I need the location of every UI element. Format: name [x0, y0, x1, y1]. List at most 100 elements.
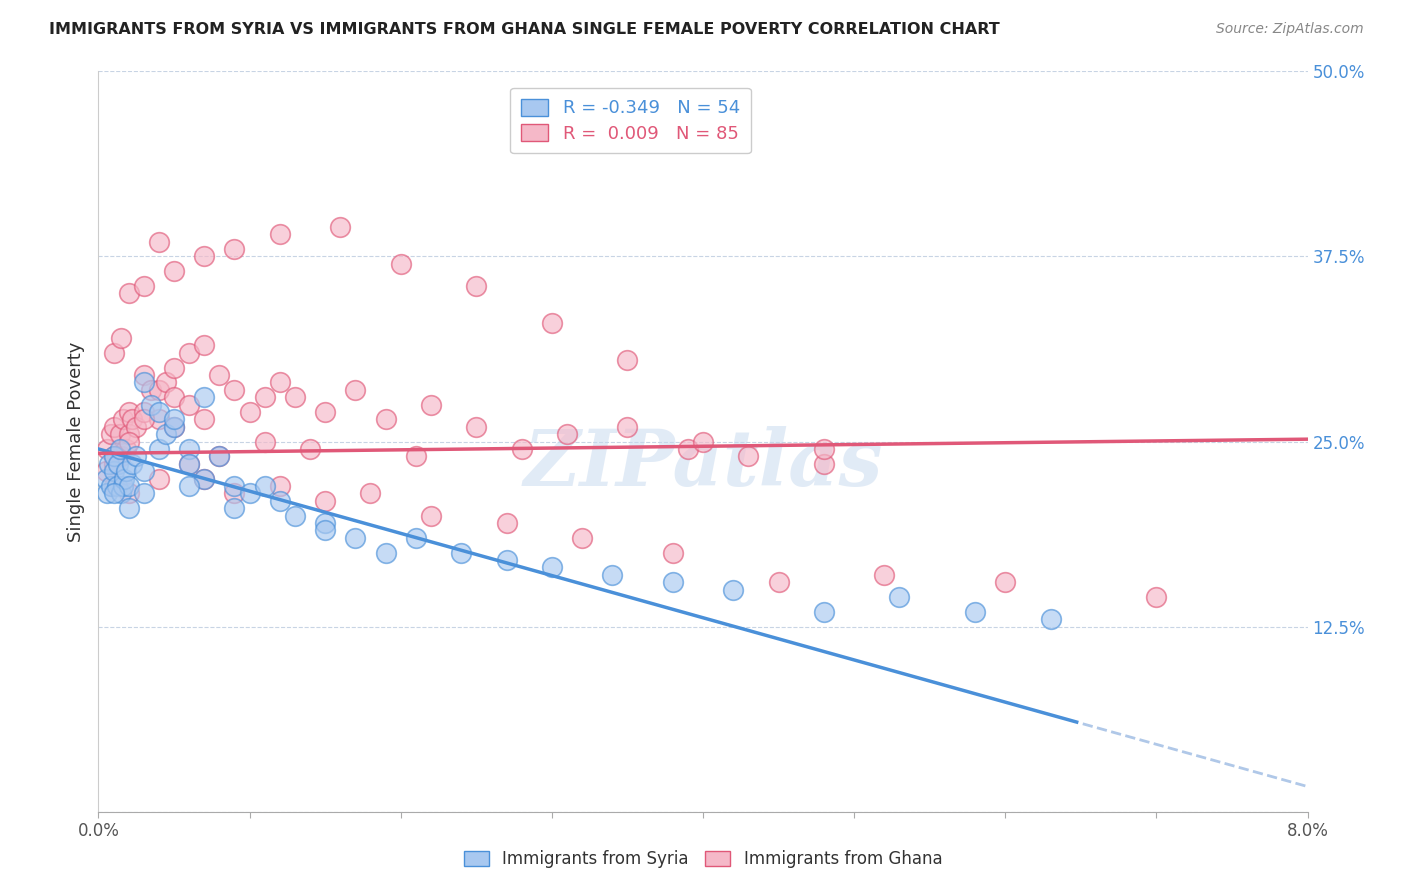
Point [616, 419, 638, 434]
Point [555, 427, 578, 442]
Point [114, 442, 136, 456]
Point [111, 479, 134, 493]
Point [329, 219, 352, 234]
Point [239, 486, 262, 500]
Point [269, 376, 291, 390]
Point [163, 419, 186, 434]
Point [193, 338, 215, 352]
Point [163, 419, 186, 434]
Point [661, 575, 683, 590]
Point [965, 605, 987, 619]
Point [94, 464, 117, 478]
Point [193, 250, 215, 264]
Point [768, 575, 790, 590]
Point [208, 450, 231, 464]
Point [110, 450, 132, 464]
Point [994, 575, 1017, 590]
Point [193, 471, 215, 485]
Point [163, 390, 186, 404]
Point [105, 479, 128, 493]
Point [107, 457, 129, 471]
Point [314, 405, 336, 419]
Point [692, 434, 714, 449]
Point [540, 560, 562, 574]
Point [118, 427, 141, 442]
Point [103, 479, 125, 493]
Point [118, 434, 141, 449]
Point [103, 419, 125, 434]
Point [253, 479, 276, 493]
Text: IMMIGRANTS FROM SYRIA VS IMMIGRANTS FROM GHANA SINGLE FEMALE POVERTY CORRELATION: IMMIGRANTS FROM SYRIA VS IMMIGRANTS FROM… [49, 22, 1000, 37]
Point [103, 486, 125, 500]
Point [141, 383, 163, 397]
Point [163, 264, 186, 278]
Point [132, 405, 155, 419]
Legend: Immigrants from Syria, Immigrants from Ghana: Immigrants from Syria, Immigrants from G… [457, 844, 949, 875]
Point [148, 412, 170, 426]
Point [405, 450, 427, 464]
Point [450, 546, 472, 560]
Point [374, 546, 396, 560]
Point [224, 486, 246, 500]
Point [105, 450, 128, 464]
Point [118, 286, 141, 301]
Point [132, 376, 155, 390]
Point [224, 383, 246, 397]
Point [155, 427, 177, 442]
Point [118, 405, 141, 419]
Point [616, 353, 638, 368]
Point [94, 471, 117, 485]
Point [98, 457, 121, 471]
Point [125, 419, 148, 434]
Point [495, 553, 517, 567]
Point [344, 383, 367, 397]
Point [103, 450, 125, 464]
Point [602, 567, 624, 582]
Point [269, 227, 291, 242]
Point [253, 434, 276, 449]
Point [108, 442, 131, 456]
Point [344, 531, 367, 545]
Point [269, 493, 291, 508]
Point [155, 376, 177, 390]
Point [193, 390, 215, 404]
Point [269, 479, 291, 493]
Point [813, 605, 835, 619]
Point [179, 457, 201, 471]
Point [224, 501, 246, 516]
Text: ZIPatlas: ZIPatlas [523, 425, 883, 502]
Point [495, 516, 517, 530]
Legend: R = -0.349   N = 54, R =  0.009   N = 85: R = -0.349 N = 54, R = 0.009 N = 85 [510, 87, 751, 153]
Text: Source: ZipAtlas.com: Source: ZipAtlas.com [1216, 22, 1364, 37]
Point [314, 516, 336, 530]
Point [118, 479, 141, 493]
Point [110, 486, 132, 500]
Point [224, 479, 246, 493]
Point [253, 390, 276, 404]
Point [737, 450, 759, 464]
Point [813, 457, 835, 471]
Point [125, 450, 148, 464]
Point [148, 405, 170, 419]
Point [100, 479, 122, 493]
Point [284, 508, 307, 523]
Point [299, 442, 322, 456]
Point [179, 479, 201, 493]
Point [163, 360, 186, 375]
Point [420, 508, 443, 523]
Point [141, 398, 163, 412]
Point [114, 464, 136, 478]
Point [132, 368, 155, 382]
Point [510, 442, 533, 456]
Point [314, 524, 336, 538]
Point [132, 279, 155, 293]
Y-axis label: Single Female Poverty: Single Female Poverty [66, 342, 84, 541]
Point [110, 331, 132, 345]
Point [148, 383, 170, 397]
Point [112, 471, 135, 485]
Point [96, 442, 118, 456]
Point [179, 442, 201, 456]
Point [103, 457, 125, 471]
Point [103, 450, 125, 464]
Point [148, 442, 170, 456]
